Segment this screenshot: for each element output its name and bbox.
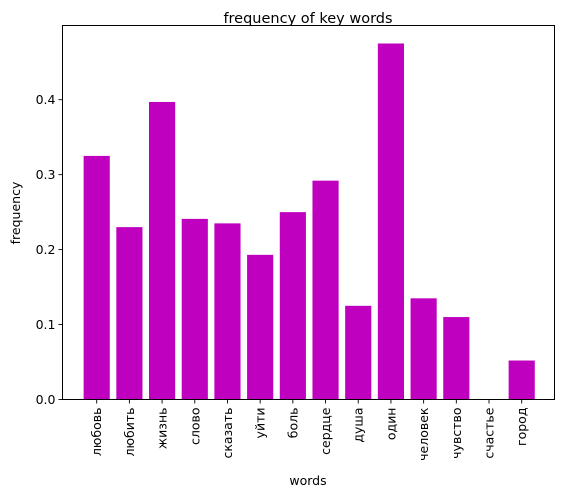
y-axis: 0.0 0.1 0.2 0.3 0.4 [36, 92, 63, 407]
y-tick-label-1: 0.1 [36, 317, 56, 332]
bar-11 [443, 317, 470, 400]
x-tick-label-4: сказать [220, 408, 235, 459]
x-tick-label-12: счастье [482, 407, 497, 458]
x-tick-label-8: душа [351, 408, 366, 443]
x-tick-label-10: человек [416, 407, 431, 461]
bar-9 [377, 43, 404, 400]
bar-5 [247, 254, 274, 400]
bars-group [83, 43, 535, 400]
y-tick-label-2: 0.2 [36, 242, 56, 257]
bar-0 [83, 155, 110, 400]
x-tick-label-1: любить [122, 408, 137, 457]
bar-2 [149, 101, 176, 400]
bar-7 [312, 180, 339, 400]
bar-1 [116, 227, 143, 400]
x-axis-label: words [289, 473, 326, 488]
x-tick-label-7: сердце [318, 407, 333, 455]
bar-13 [508, 360, 535, 400]
y-axis-label: frequency [8, 181, 23, 244]
x-axis: любовь любить жизнь слово сказать уйти боль сер… [89, 399, 529, 461]
x-tick-label-0: любовь [89, 408, 104, 457]
bar-3 [181, 218, 208, 400]
x-tick-label-2: жизнь [155, 408, 170, 450]
bar-6 [279, 212, 306, 400]
x-tick-label-11: чувство [449, 408, 464, 459]
bar-8 [345, 305, 372, 400]
y-tick-label-4: 0.4 [36, 92, 56, 107]
chart-title: frequency of key words [223, 11, 392, 27]
plot-frame [62, 25, 555, 400]
y-tick-label-0: 0.0 [36, 392, 56, 407]
x-tick-label-13: город [514, 408, 529, 446]
y-tick-label-3: 0.3 [36, 167, 56, 182]
x-tick-label-9: один [383, 408, 398, 441]
bar-10 [410, 298, 437, 400]
x-tick-label-3: слово [187, 408, 202, 446]
bar-4 [214, 223, 241, 400]
x-tick-label-6: боль [285, 408, 300, 439]
x-tick-label-5: уйти [253, 408, 268, 439]
